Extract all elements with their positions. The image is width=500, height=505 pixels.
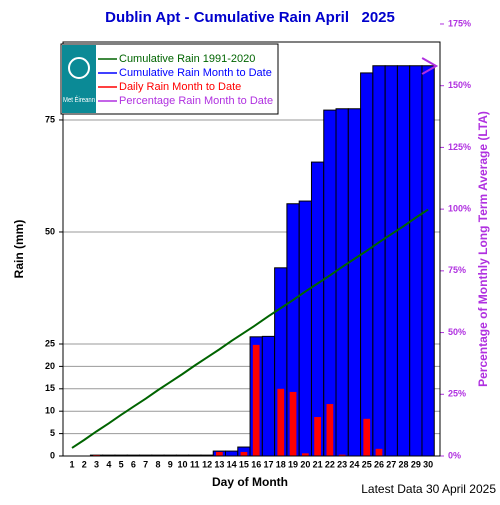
y2-tick-label: 25% — [448, 389, 466, 399]
y2-tick-label: 75% — [448, 265, 466, 275]
y-tick-label: 50 — [45, 226, 55, 236]
x-tick-label: 20 — [300, 459, 310, 469]
legend-label: Daily Rain Month to Date — [119, 81, 241, 93]
y2-tick-label: 175% — [448, 18, 471, 28]
bar — [290, 392, 297, 456]
bar — [262, 336, 274, 456]
bar — [348, 109, 360, 456]
bar — [216, 452, 223, 456]
bar — [336, 109, 348, 456]
y2-tick-label: 100% — [448, 204, 471, 214]
y-tick-label: 20 — [45, 361, 55, 371]
y-tick-label: 5 — [50, 428, 55, 438]
x-tick-label: 28 — [399, 459, 409, 469]
y-tick-label: 75 — [45, 114, 55, 124]
x-tick-label: 9 — [168, 459, 173, 469]
x-tick-label: 26 — [374, 459, 384, 469]
x-tick-label: 17 — [263, 459, 273, 469]
x-tick-label: 6 — [131, 459, 136, 469]
x-tick-label: 22 — [325, 459, 335, 469]
bar — [327, 404, 334, 456]
x-tick-label: 8 — [155, 459, 160, 469]
legend-label: Cumulative Rain 1991-2020 — [119, 53, 255, 65]
y2-tick-label: 150% — [448, 80, 471, 90]
bar — [363, 419, 370, 456]
x-tick-label: 11 — [190, 459, 200, 469]
bar — [376, 449, 383, 456]
x-tick-label: 13 — [214, 459, 224, 469]
x-tick-label: 4 — [106, 459, 111, 469]
bar — [314, 417, 321, 456]
x-axis-label: Day of Month — [212, 475, 288, 489]
bar — [361, 73, 373, 456]
legend-label: Percentage Rain Month to Date — [119, 95, 273, 107]
bar — [385, 66, 397, 456]
legend-label: Cumulative Rain Month to Date — [119, 67, 272, 79]
x-tick-label: 3 — [94, 459, 99, 469]
x-tick-label: 5 — [119, 459, 124, 469]
x-tick-label: 12 — [202, 459, 212, 469]
x-tick-label: 7 — [143, 459, 148, 469]
y2-tick-label: 125% — [448, 142, 471, 152]
y2-tick-label: 0% — [448, 450, 461, 460]
x-tick-label: 15 — [239, 459, 249, 469]
x-tick-label: 18 — [276, 459, 286, 469]
bar — [397, 66, 409, 456]
y2-axis-label: Percentage of Monthly Long Term Average … — [476, 111, 490, 387]
chart-title: Dublin Apt - Cumulative Rain April 2025 — [105, 9, 395, 26]
bar — [277, 389, 284, 456]
y-tick-label: 10 — [45, 406, 55, 416]
bar — [373, 66, 385, 456]
logo-text: Met Éireann — [63, 95, 95, 104]
x-tick-label: 29 — [411, 459, 421, 469]
bar — [311, 162, 323, 456]
bar — [422, 66, 434, 456]
x-tick-label: 27 — [386, 459, 396, 469]
y-tick-label: 0 — [50, 450, 55, 460]
bar — [299, 201, 311, 456]
y2-tick-label: 50% — [448, 327, 466, 337]
x-tick-label: 23 — [337, 459, 347, 469]
bar — [253, 345, 260, 456]
x-tick-label: 1 — [69, 459, 74, 469]
x-tick-label: 16 — [251, 459, 261, 469]
x-tick-label: 24 — [349, 459, 359, 469]
x-tick-label: 10 — [178, 459, 188, 469]
x-tick-label: 30 — [423, 459, 433, 469]
x-tick-label: 25 — [362, 459, 372, 469]
x-tick-label: 21 — [313, 459, 323, 469]
x-tick-label: 19 — [288, 459, 298, 469]
y-axis-label: Rain (mm) — [12, 220, 26, 279]
y-tick-label: 15 — [45, 383, 55, 393]
y-tick-label: 25 — [45, 338, 55, 348]
bar — [241, 452, 248, 456]
bar — [226, 451, 238, 456]
x-tick-label: 14 — [227, 459, 237, 469]
x-tick-label: 2 — [82, 459, 87, 469]
bar — [410, 66, 422, 456]
footer: Latest Data 30 April 2025 — [361, 482, 496, 496]
